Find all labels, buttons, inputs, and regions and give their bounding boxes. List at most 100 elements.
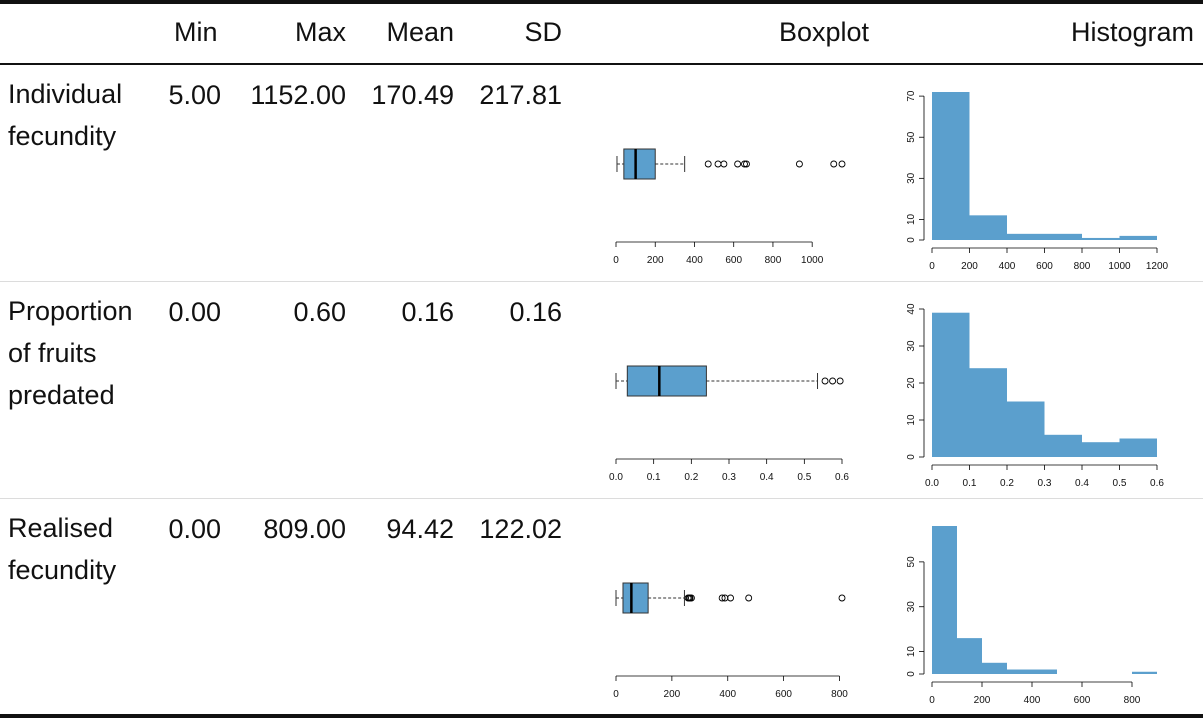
- header-rule: [0, 63, 1203, 65]
- y-tick-label: 50: [906, 131, 917, 143]
- outlier-point: [704, 160, 712, 168]
- outlier-point: [718, 594, 726, 602]
- cell-max: 1152.00: [250, 80, 346, 110]
- histogram-bar: [1044, 434, 1082, 457]
- row-label-realised-fecundity: Realised fecundity: [8, 513, 117, 585]
- cell-max: 0.60: [293, 297, 346, 327]
- x-tick-label: 0.2: [1000, 478, 1014, 489]
- histogram-bar: [932, 312, 970, 457]
- x-tick-label: 200: [961, 261, 978, 272]
- y-tick-label: 30: [906, 172, 917, 184]
- cell-sd: 122.02: [479, 514, 562, 544]
- histogram-bar: [982, 662, 1007, 674]
- cell-sd: 217.81: [479, 80, 562, 110]
- x-tick-label: 0.0: [925, 478, 939, 489]
- x-tick-label: 800: [831, 689, 848, 700]
- x-tick-label: 0.5: [1113, 478, 1127, 489]
- x-tick-label: 0.1: [647, 472, 661, 483]
- cell-min: 0.00: [168, 514, 221, 544]
- x-tick-label: 0.3: [1038, 478, 1052, 489]
- histogram-bar: [969, 368, 1007, 457]
- x-tick-label: 0: [613, 689, 619, 700]
- histogram-bar: [1032, 669, 1057, 674]
- outlier-point: [829, 377, 837, 385]
- x-tick-label: 0.3: [722, 472, 736, 483]
- outlier-point: [821, 377, 829, 385]
- y-tick-label: 40: [906, 303, 917, 315]
- histogram-bar: [1132, 671, 1157, 674]
- box-iqr: [626, 365, 707, 397]
- outlier-point: [743, 160, 750, 168]
- x-tick-label: 0: [613, 255, 619, 266]
- y-tick-label: 0: [906, 454, 917, 460]
- outlier-point: [830, 160, 838, 168]
- histogram-bar: [957, 638, 982, 674]
- x-tick-label: 0.2: [684, 472, 698, 483]
- outlier-point: [734, 160, 742, 168]
- outlier-point: [714, 160, 722, 168]
- x-tick-label: 1200: [1146, 261, 1169, 272]
- x-tick-label: 400: [999, 261, 1016, 272]
- x-tick-label: 800: [1074, 261, 1091, 272]
- x-tick-label: 800: [765, 255, 782, 266]
- y-tick-label: 30: [906, 601, 917, 613]
- row-separator: [0, 281, 1203, 282]
- cell-min: 5.00: [168, 80, 221, 110]
- y-tick-label: 20: [906, 377, 917, 389]
- box-iqr: [623, 148, 656, 180]
- x-tick-label: 0: [929, 261, 935, 272]
- header-sd: SD: [524, 17, 562, 47]
- outlier-point: [795, 160, 803, 168]
- x-tick-label: 0.6: [1150, 478, 1164, 489]
- x-tick-label: 0.4: [760, 472, 774, 483]
- x-tick-label: 0.5: [797, 472, 811, 483]
- histogram-bar: [1082, 237, 1120, 240]
- x-tick-label: 600: [775, 689, 792, 700]
- cell-max: 809.00: [263, 514, 346, 544]
- histogram-bar: [932, 526, 957, 674]
- header-min: Min: [174, 17, 218, 47]
- histogram-bar: [1119, 235, 1157, 240]
- outlier-point: [727, 594, 734, 602]
- x-tick-label: 200: [664, 689, 681, 700]
- row-separator: [0, 498, 1203, 499]
- row-label-proportion-predated: Proportion of fruits predated: [8, 296, 133, 410]
- histogram-bar: [1119, 438, 1157, 457]
- box-iqr: [622, 582, 649, 614]
- cell-mean: 94.42: [386, 514, 454, 544]
- header-histogram: Histogram: [1070, 17, 1194, 47]
- row-label-individual-fecundity: Individual fecundity: [8, 79, 123, 151]
- outlier-point: [838, 160, 846, 168]
- x-tick-label: 200: [647, 255, 664, 266]
- cell-min: 0.00: [168, 297, 221, 327]
- histogram-bar: [1007, 233, 1045, 240]
- table-top-rule: [0, 0, 1203, 4]
- y-tick-label: 50: [906, 556, 917, 568]
- outlier-point: [687, 594, 695, 602]
- x-tick-label: 400: [686, 255, 703, 266]
- x-tick-label: 400: [1024, 695, 1041, 706]
- x-tick-label: 1000: [1108, 261, 1131, 272]
- x-tick-label: 0.4: [1075, 478, 1089, 489]
- outlier-point: [836, 377, 844, 385]
- x-tick-label: 0.0: [609, 472, 623, 483]
- y-tick-label: 0: [906, 237, 917, 243]
- histogram-bar: [932, 92, 970, 240]
- histogram-realised-fecundity: 0 200 400 600 800 0 10 30 50: [906, 526, 1157, 706]
- y-tick-label: 10: [906, 213, 917, 225]
- x-tick-label: 1000: [801, 255, 824, 266]
- boxplot-individual-fecundity: 0 200 400 600 800 1000: [613, 148, 846, 266]
- x-tick-label: 200: [974, 695, 991, 706]
- y-tick-label: 10: [906, 646, 917, 658]
- header-mean: Mean: [386, 17, 454, 47]
- cell-mean: 0.16: [401, 297, 454, 327]
- outlier-point: [745, 594, 753, 602]
- y-tick-label: 10: [906, 414, 917, 426]
- histogram-bar: [969, 215, 1007, 240]
- histogram-individual-fecundity: 0 200 400 600 800 1000 1200 0 10 30 50 70: [906, 90, 1169, 272]
- header-max: Max: [294, 17, 346, 47]
- x-tick-label: 600: [1036, 261, 1053, 272]
- outlier-point: [720, 160, 728, 168]
- x-tick-label: 400: [719, 689, 736, 700]
- outlier-point: [838, 594, 846, 602]
